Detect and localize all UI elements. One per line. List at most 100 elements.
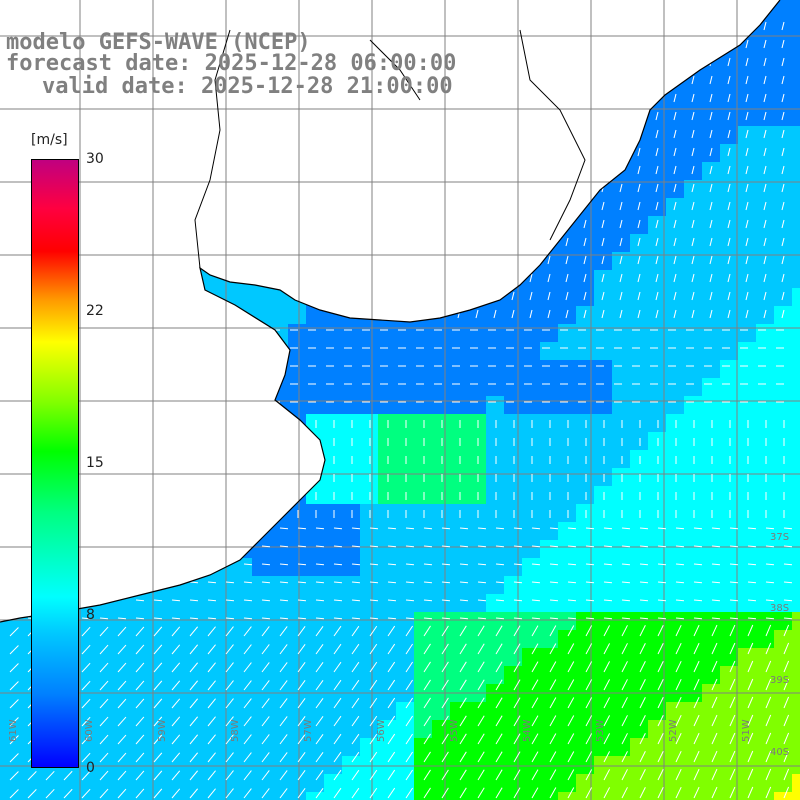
wind-arrow <box>547 273 551 283</box>
wind-speed-cell <box>648 396 666 414</box>
wind-speed-cell <box>378 648 396 666</box>
wind-arrow <box>691 111 695 121</box>
wind-arrow <box>675 696 682 709</box>
wind-speed-cell <box>612 324 630 342</box>
wind-speed-cell <box>342 342 360 360</box>
wind-speed-cell <box>108 774 126 792</box>
wind-arrow <box>583 237 587 247</box>
wind-speed-cell <box>558 756 576 774</box>
wind-speed-cell <box>432 504 450 522</box>
wind-speed-cell <box>720 540 738 558</box>
wind-arrow <box>243 644 252 655</box>
wind-arrow <box>675 768 682 781</box>
wind-arrow <box>691 75 695 85</box>
wind-speed-cell <box>558 594 576 612</box>
wind-speed-cell <box>360 360 378 378</box>
wind-arrow <box>729 581 739 584</box>
wind-arrow <box>279 734 288 745</box>
wind-arrow <box>207 752 216 763</box>
wind-arrow <box>511 309 515 319</box>
wind-speed-cell <box>216 756 234 774</box>
wind-speed-cell <box>792 648 800 666</box>
wind-arrow <box>423 581 433 584</box>
wind-arrow <box>531 733 539 745</box>
wind-speed-cell <box>684 648 702 666</box>
wind-arrow <box>763 129 767 139</box>
wind-speed-cell <box>414 486 432 504</box>
wind-speed-cell <box>540 738 558 756</box>
wind-arrow <box>225 716 234 727</box>
wind-arrow <box>387 581 397 584</box>
wind-arrow <box>765 617 775 620</box>
wind-speed-cell <box>540 720 558 738</box>
wind-arrow <box>691 147 695 157</box>
wind-speed-cell <box>342 360 360 378</box>
wind-arrow <box>261 734 270 745</box>
wind-arrow <box>189 680 199 691</box>
wind-arrow <box>369 661 378 673</box>
wind-speed-cell <box>342 522 360 540</box>
wind-speed-cell <box>684 558 702 576</box>
wind-speed-cell <box>342 432 360 450</box>
wind-arrow <box>619 219 623 229</box>
wind-speed-cell <box>558 702 576 720</box>
wind-speed-cell <box>324 522 342 540</box>
wind-speed-cell <box>558 738 576 756</box>
wind-arrow <box>315 625 324 637</box>
wind-speed-cell <box>540 486 558 504</box>
wind-arrow <box>333 545 343 548</box>
wind-arrow <box>441 769 449 781</box>
wind-speed-cell <box>558 414 576 432</box>
wind-speed-cell <box>792 324 800 342</box>
wind-speed-cell <box>342 756 360 774</box>
wind-arrow <box>637 147 641 157</box>
wind-speed-cell <box>630 666 648 684</box>
wind-speed-cell <box>540 594 558 612</box>
wind-arrow <box>243 716 252 727</box>
longitude-label: 52W <box>668 719 679 742</box>
wind-speed-cell <box>468 792 486 800</box>
wind-speed-cell <box>594 792 612 800</box>
wind-speed-cell <box>288 648 306 666</box>
wind-arrow <box>117 734 127 745</box>
wind-arrow <box>513 545 523 548</box>
wind-speed-cell <box>126 792 144 800</box>
wind-arrow <box>565 255 569 265</box>
wind-arrow <box>531 697 539 709</box>
wind-arrow <box>763 57 767 67</box>
wind-speed-cell <box>414 414 432 432</box>
wind-speed-cell <box>756 630 774 648</box>
wind-speed-cell <box>360 738 378 756</box>
wind-arrow <box>657 527 667 530</box>
wind-arrow <box>315 581 325 584</box>
wind-speed-cell <box>288 576 306 594</box>
wind-arrow <box>603 617 613 620</box>
wind-arrow <box>657 617 667 620</box>
wind-speed-cell <box>576 558 594 576</box>
wind-arrow <box>745 93 749 103</box>
wind-arrow <box>477 599 487 602</box>
wind-speed-cell <box>702 396 720 414</box>
wind-arrow <box>783 527 793 530</box>
wind-arrow <box>583 273 587 283</box>
wind-arrow <box>333 527 343 530</box>
wind-arrow <box>171 617 181 620</box>
wind-arrow <box>369 599 379 602</box>
wind-speed-cell <box>540 648 558 666</box>
wind-speed-cell <box>648 702 666 720</box>
wind-arrow <box>781 57 785 67</box>
wind-arrow <box>315 697 324 709</box>
wind-arrow <box>153 626 163 637</box>
wind-speed-cell <box>126 774 144 792</box>
wind-arrow <box>745 219 749 229</box>
wind-arrow <box>495 617 505 620</box>
wind-speed-cell <box>234 756 252 774</box>
wind-speed-cell <box>0 738 18 756</box>
wind-arrow <box>603 625 611 637</box>
wind-arrow <box>639 625 646 637</box>
wind-speed-cell <box>504 414 522 432</box>
wind-speed-cell <box>360 594 378 612</box>
wind-arrow <box>423 617 433 620</box>
wind-arrow <box>745 165 749 175</box>
wind-speed-cell <box>756 468 774 486</box>
